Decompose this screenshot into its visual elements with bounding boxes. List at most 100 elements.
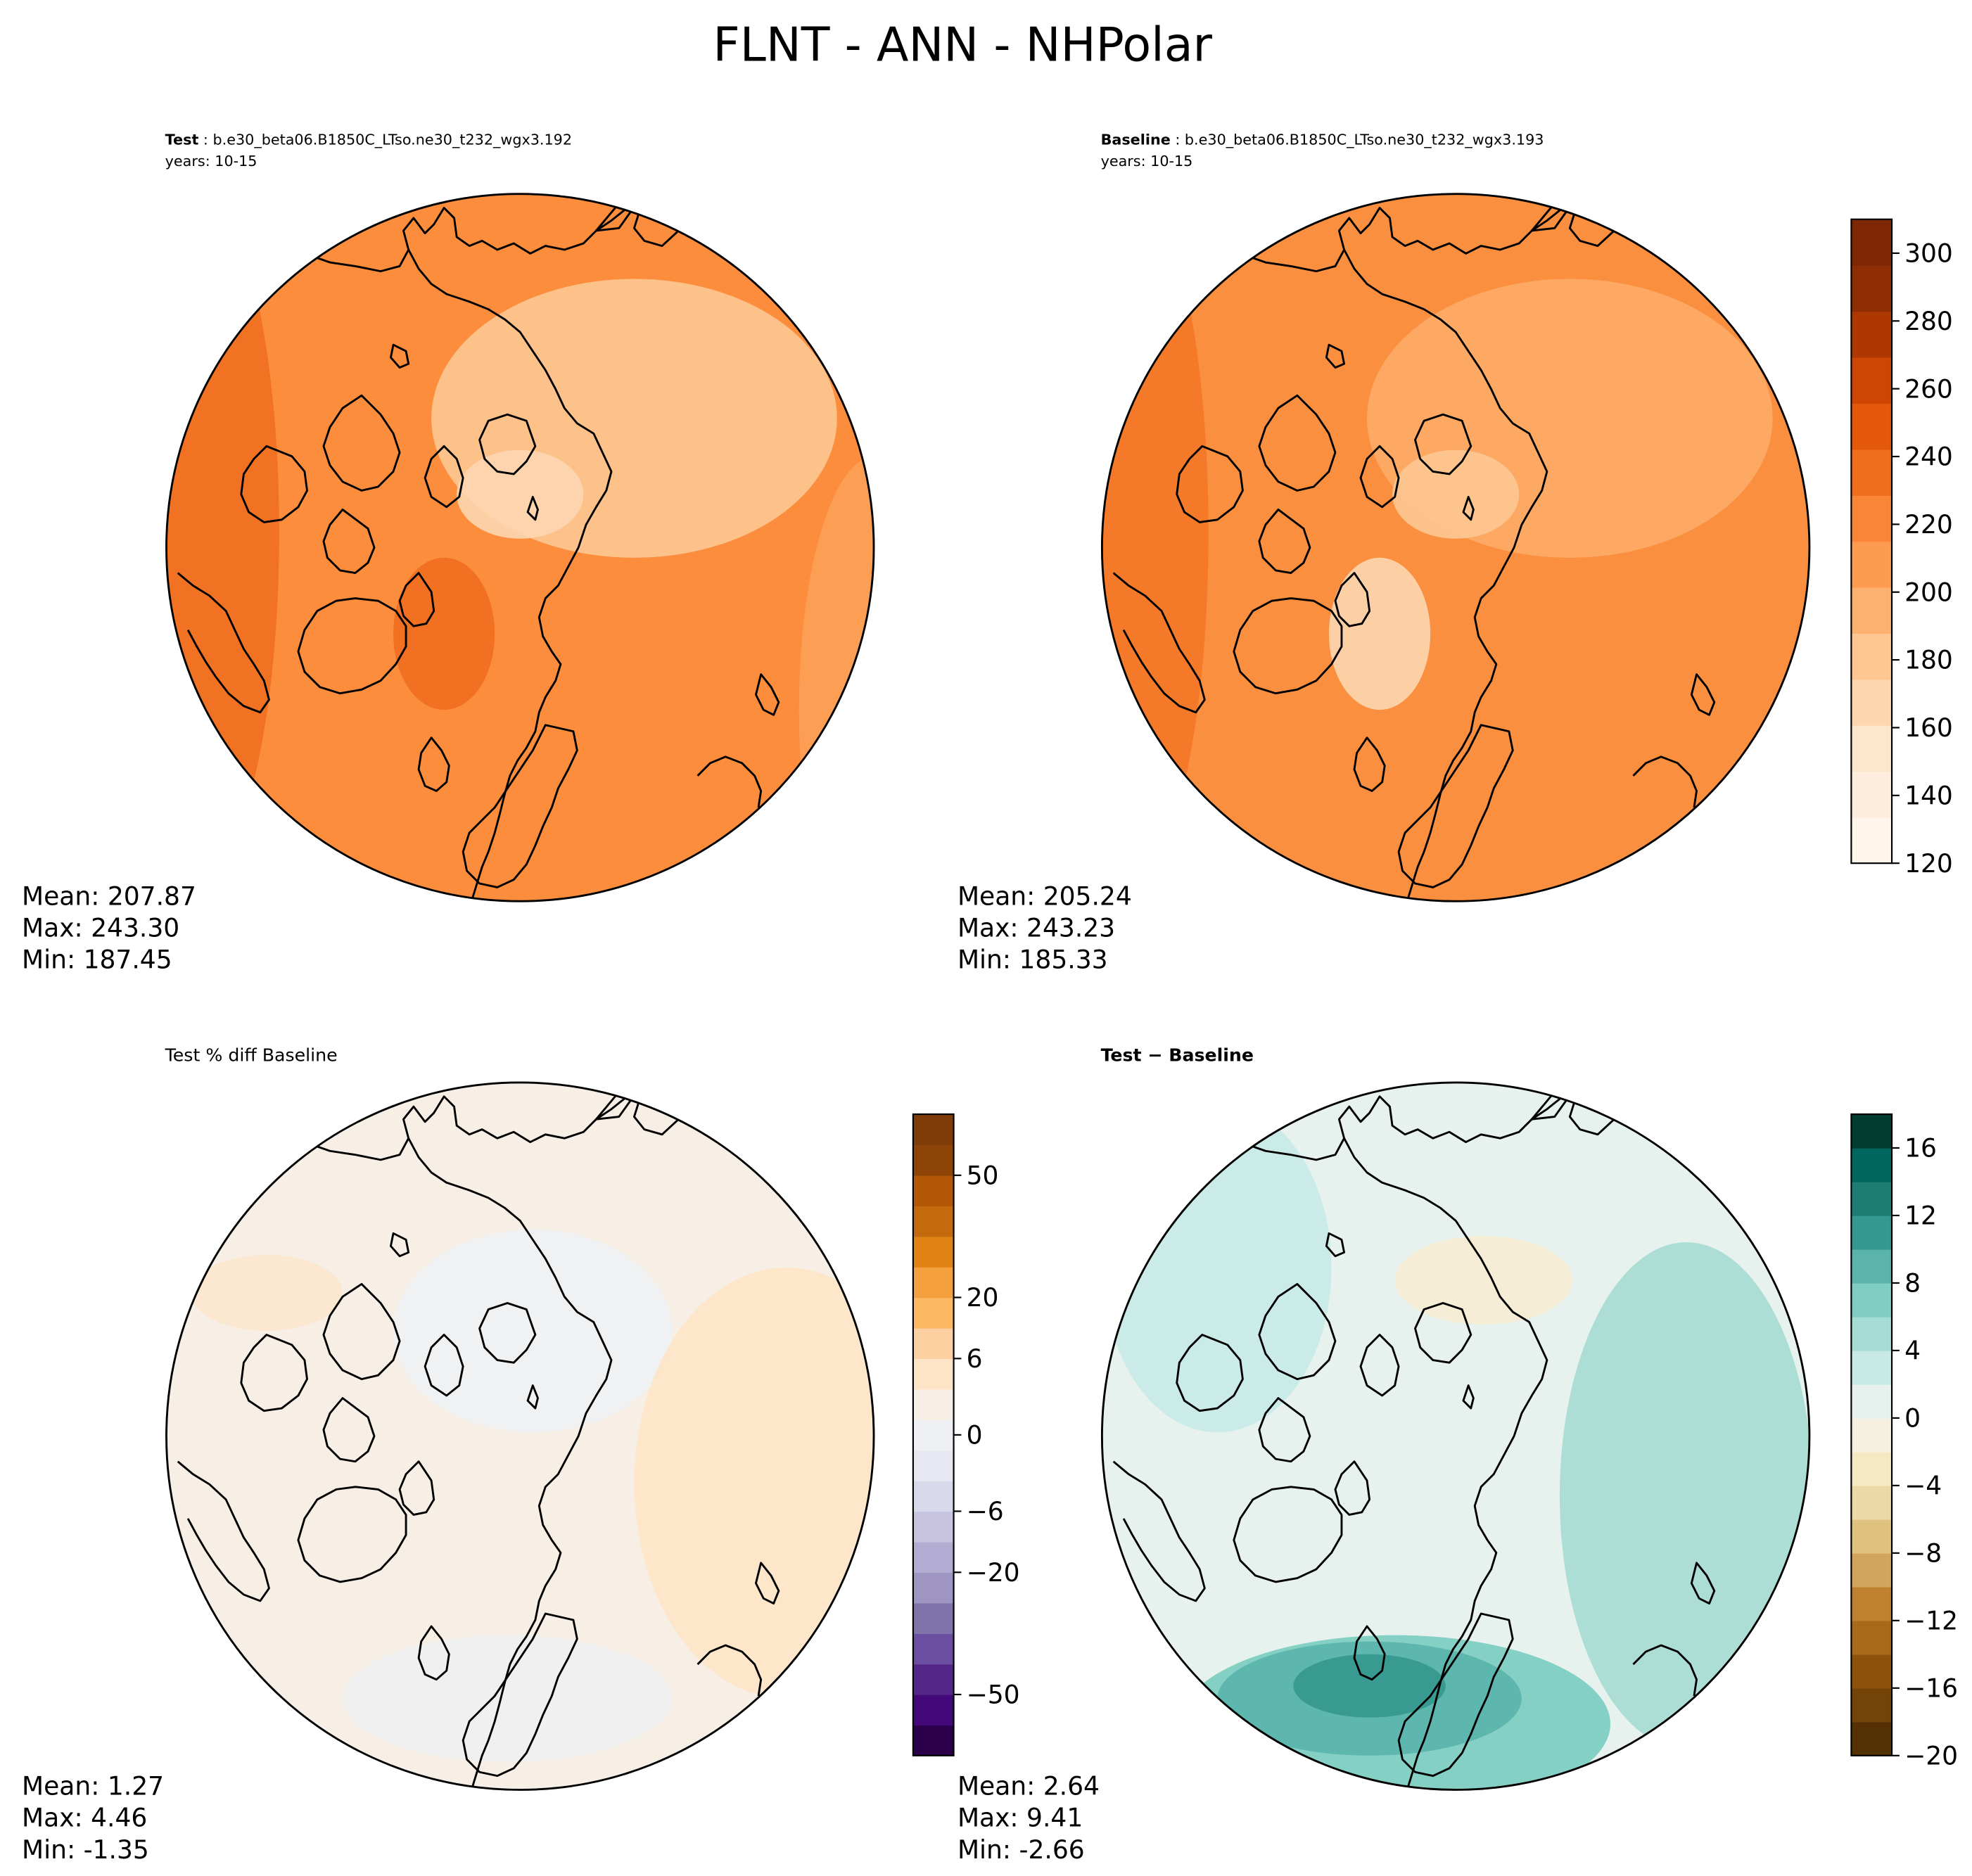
colorbar-swatch bbox=[1851, 1181, 1893, 1216]
colorbar-swatch bbox=[1851, 1519, 1893, 1554]
colorbar-swatch bbox=[912, 1725, 954, 1756]
stat-pctdiff-mean: Mean: 1.27 bbox=[22, 1773, 164, 1801]
colorbar-swatch bbox=[1851, 403, 1893, 450]
map-diff-region bbox=[1559, 1242, 1809, 1749]
map-test bbox=[166, 193, 874, 902]
panel-test: Test : b.e30_beta06.B1850C_LTso.ne30_t23… bbox=[22, 131, 875, 975]
map-pctdiff bbox=[166, 1082, 874, 1790]
panel-baseline: Baseline : b.e30_beta06.B1850C_LTso.ne30… bbox=[958, 131, 1811, 975]
colorbar-swatch bbox=[1851, 311, 1893, 358]
colorbar-swatch bbox=[912, 1450, 954, 1481]
colorbar-tick-label: −20 bbox=[1904, 1742, 1958, 1770]
map-test-region bbox=[166, 193, 279, 888]
map-diff-region bbox=[1394, 1235, 1572, 1325]
colorbar-swatch bbox=[912, 1541, 954, 1574]
panel-test-years: years: 10-15 bbox=[165, 153, 257, 170]
colorbar-tick-label: 8 bbox=[1904, 1270, 1921, 1298]
panel-baseline-years: years: 10-15 bbox=[1101, 153, 1193, 170]
colorbar-swatch bbox=[912, 1481, 954, 1512]
colorbar-swatch bbox=[1851, 1350, 1893, 1385]
colorbar-swatch bbox=[912, 1511, 954, 1543]
stat-pctdiff-max: Max: 4.46 bbox=[22, 1804, 147, 1833]
colorbar-swatch bbox=[1851, 771, 1893, 818]
colorbar-swatch bbox=[1851, 587, 1893, 634]
colorbar-tick-label: −20 bbox=[967, 1559, 1020, 1588]
colorbar-swatch bbox=[912, 1633, 954, 1665]
figure-title: FLNT - ANN - NHPolar bbox=[713, 17, 1212, 72]
colorbar-swatch bbox=[1851, 1485, 1893, 1520]
colorbar-tick-label: 280 bbox=[1904, 307, 1953, 336]
colorbar-tick-label: −16 bbox=[1904, 1674, 1958, 1703]
map-pctdiff-boundary bbox=[165, 1081, 875, 1791]
colorbar-swatch bbox=[1851, 219, 1893, 266]
colorbar-percent-diff: −50 −20 −6 0 6 20 50 bbox=[912, 1113, 1020, 1756]
colorbar-swatch bbox=[912, 1389, 954, 1420]
colorbar-swatch bbox=[1851, 1316, 1893, 1351]
map-pctdiff-region bbox=[190, 1255, 343, 1332]
colorbar-tick-label: 180 bbox=[1904, 646, 1953, 675]
colorbar-swatch bbox=[1851, 1147, 1893, 1182]
colorbar-swatch bbox=[912, 1144, 954, 1176]
stat-diff-min: Min: -2.66 bbox=[958, 1836, 1085, 1865]
colorbar-swatch bbox=[912, 1236, 954, 1268]
colorbar-tick-label: 0 bbox=[967, 1422, 983, 1450]
colorbar-swatch bbox=[1851, 449, 1893, 496]
map-test-region bbox=[393, 557, 495, 710]
colorbar-swatch bbox=[1851, 1586, 1893, 1621]
colorbar-tick-label: −12 bbox=[1904, 1607, 1958, 1635]
colorbar-swatch bbox=[912, 1602, 954, 1634]
colorbar-tick-label: 12 bbox=[1904, 1202, 1937, 1231]
colorbar-tick-label: 50 bbox=[967, 1161, 999, 1190]
colorbar-swatch bbox=[912, 1206, 954, 1237]
colorbar-swatch bbox=[912, 1694, 954, 1726]
colorbar-tick-label: 4 bbox=[1904, 1337, 1921, 1366]
map-test-region bbox=[799, 456, 874, 902]
map-diff-region bbox=[1293, 1654, 1446, 1718]
colorbar-swatch bbox=[1851, 679, 1893, 726]
map-baseline-boundary bbox=[1100, 193, 1811, 902]
colorbar-tick-label: 0 bbox=[1904, 1405, 1921, 1434]
map-diff-boundary bbox=[1100, 1081, 1811, 1791]
map-baseline-region bbox=[1328, 557, 1431, 710]
colorbar-swatch bbox=[1851, 1721, 1893, 1756]
stat-diff-max: Max: 9.41 bbox=[958, 1804, 1083, 1833]
colorbar-tick-label: 16 bbox=[1904, 1135, 1937, 1163]
stat-baseline-mean: Mean: 205.24 bbox=[958, 883, 1132, 912]
colorbar-tick-label: 200 bbox=[1904, 578, 1953, 607]
colorbar-tick-label: 120 bbox=[1904, 850, 1953, 879]
colorbar-swatch bbox=[1851, 1451, 1893, 1486]
colorbar-swatch bbox=[912, 1175, 954, 1206]
stat-baseline-min: Min: 185.33 bbox=[958, 946, 1108, 975]
colorbar-swatch bbox=[912, 1358, 954, 1390]
colorbar-swatch bbox=[1851, 725, 1893, 772]
colorbar-tick-label: −8 bbox=[1904, 1539, 1942, 1568]
map-pctdiff-region bbox=[634, 1268, 874, 1699]
colorbar-tick-label: −50 bbox=[967, 1681, 1020, 1710]
colorbar-tick-label: 240 bbox=[1904, 443, 1953, 472]
colorbar-swatch bbox=[1851, 1249, 1893, 1284]
map-baseline-region bbox=[1392, 449, 1520, 539]
colorbar-difference: −20 −16 −12 −8 −4 0 4 8 12 16 bbox=[1850, 1113, 1958, 1770]
colorbar-absolute: 120 140 160 180 200 220 240 260 280 300 bbox=[1850, 218, 1953, 879]
colorbar-frame bbox=[1850, 218, 1893, 864]
colorbar-swatch bbox=[912, 1114, 954, 1146]
colorbar-tick-label: −4 bbox=[1904, 1472, 1942, 1500]
stat-test-mean: Mean: 207.87 bbox=[22, 883, 196, 912]
colorbar-swatch bbox=[912, 1327, 954, 1360]
colorbar-swatch bbox=[912, 1664, 954, 1695]
colorbar-swatch bbox=[912, 1419, 954, 1451]
colorbar-swatch bbox=[1851, 1620, 1893, 1655]
map-test-region bbox=[457, 449, 584, 539]
map-baseline-region bbox=[1102, 193, 1209, 888]
colorbar-swatch bbox=[912, 1267, 954, 1298]
map-diff-region bbox=[1103, 1102, 1332, 1433]
colorbar-swatch bbox=[1851, 1215, 1893, 1250]
stat-baseline-max: Max: 243.23 bbox=[958, 914, 1115, 943]
colorbar-swatch bbox=[912, 1572, 954, 1604]
colorbar-tick-label: 20 bbox=[967, 1284, 999, 1313]
colorbar-swatch bbox=[1851, 1384, 1893, 1419]
colorbar-tick-label: 140 bbox=[1904, 781, 1953, 810]
panel-baseline-label: Baseline : b.e30_beta06.B1850C_LTso.ne30… bbox=[1101, 131, 1544, 148]
stat-pctdiff-min: Min: -1.35 bbox=[22, 1836, 149, 1865]
